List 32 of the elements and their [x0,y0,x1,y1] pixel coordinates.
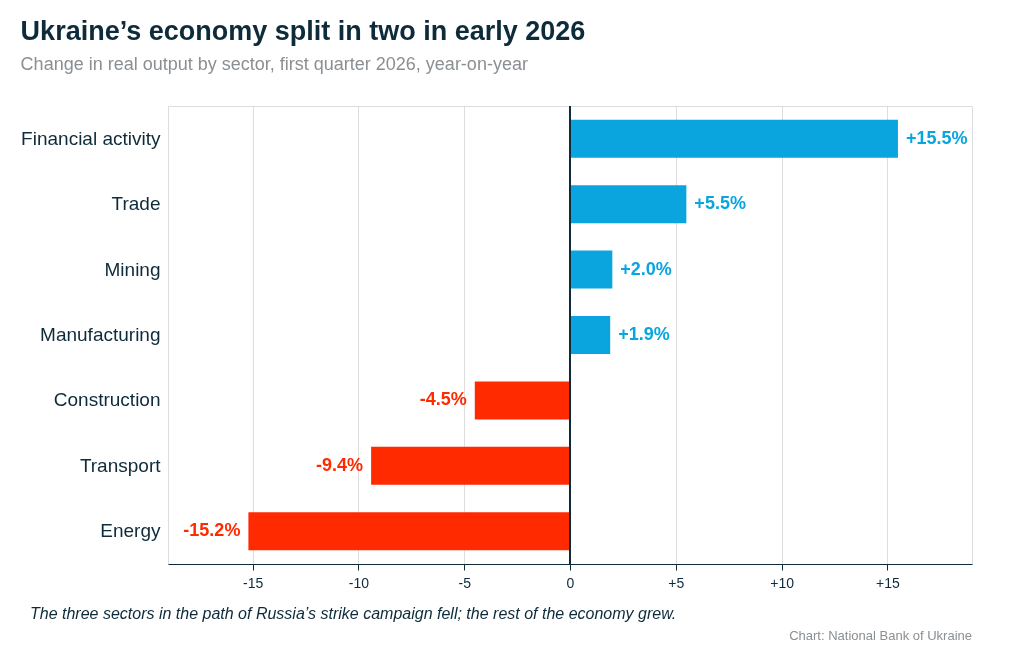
bar [474,381,570,420]
data-label: +5.5% [694,193,746,214]
bar [570,185,687,224]
data-label: -15.2% [183,520,241,541]
y-tick-label: Trade [111,193,161,215]
y-tick-label: Transport [79,454,162,476]
data-label: +2.0% [620,258,672,279]
x-tick-label: 0 [566,574,575,591]
y-tick-label: Mining [104,258,161,280]
bar [371,446,570,485]
text: The three sectors in the path of Russia’s strike campaign fell; the rest of the economy grew. [30,605,677,622]
bar [570,250,613,289]
bar [570,316,611,354]
x-tick-label: +15 [875,574,900,591]
x-tick-label: -5 [458,574,472,591]
data-label: -4.5% [419,389,467,410]
chart-subtitle: Change in real output by sector, first quarter 2026, year-on-year [20,54,528,74]
y-tick-label: Construction [53,389,161,411]
y-tick-label: Financial activity [21,127,161,149]
text: Chart: National Bank of Ukraine [789,628,972,643]
bar [570,119,898,158]
y-tick-label: Energy [100,520,161,542]
data-label: +15.5% [905,127,968,148]
x-tick-label: -10 [348,574,370,591]
x-tick-label: +10 [770,574,795,591]
x-tick-label: -15 [243,574,264,591]
y-tick-label: Manufacturing [40,324,161,345]
data-label: +1.9% [618,324,670,344]
x-tick-label: +5 [668,574,685,591]
bar [248,512,570,551]
chart-title: Ukraine’s economy split in two in early 2026 [20,16,586,46]
data-label: -9.4% [316,454,364,475]
